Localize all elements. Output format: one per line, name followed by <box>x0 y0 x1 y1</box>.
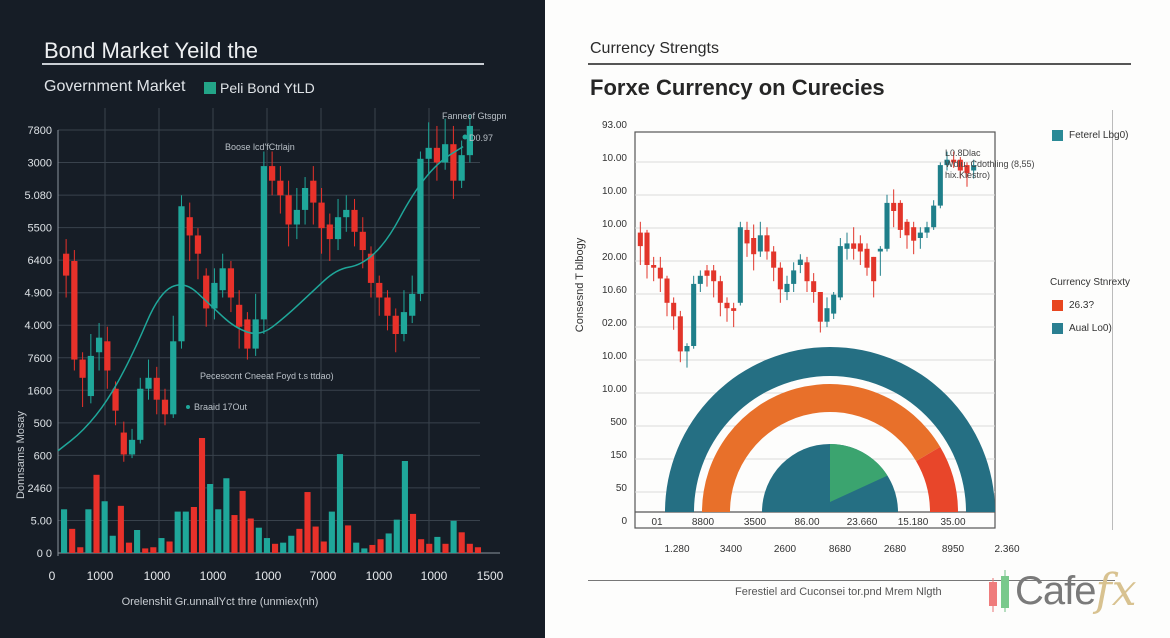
annotation-line-3: hix.Kiestro) <box>945 170 991 180</box>
legend-label: Aual Lo0) <box>1069 323 1112 334</box>
legend-swatch-icon <box>1052 300 1063 311</box>
legend-label: 26.3? <box>1069 300 1095 311</box>
bond-chart-title: Bond Market Yeild the <box>44 38 259 63</box>
annotation-center: Boose lcd'fCtrlajn <box>225 142 295 152</box>
x-tick-label: 23.660 <box>847 517 878 528</box>
annotation-top-right: Fanneof Gtsgpn <box>442 111 507 121</box>
y-tick-label: 3000 <box>28 158 52 170</box>
y-axis-label: Consesnd T blbogy <box>574 237 586 332</box>
currency-chart-subtitle: Currency Strengts <box>590 40 719 57</box>
x-tick-label: 8680 <box>829 544 852 555</box>
footer-divider <box>588 580 1115 581</box>
y-tick-label: 10.00 <box>602 351 627 362</box>
legend-swatch-icon <box>1052 323 1063 334</box>
chart-footer-caption: Ferestiel ard Cuconsei tor.pnd Mrem Nlgt… <box>735 586 942 598</box>
logo-accent: fx <box>1095 565 1137 616</box>
legend-item-1: 26.3? <box>1052 300 1094 311</box>
x-tick-label: 2600 <box>774 544 797 555</box>
y-tick-label: 10.00 <box>602 153 627 164</box>
x-tick-label: 35.00 <box>940 517 965 528</box>
y-tick-label: 5500 <box>28 223 52 235</box>
y-tick-label: 1600 <box>28 385 52 397</box>
legend-item-top: Feterel Lbg0) <box>1052 130 1128 141</box>
currency-chart-panel: Currency Strengts Forxe Currency on Cure… <box>545 0 1170 638</box>
y-tick-label: 500 <box>34 418 52 430</box>
y-tick-label: 500 <box>610 417 627 428</box>
x-tick-label: 1000 <box>255 569 282 583</box>
x-tick-label: 15.180 <box>898 517 929 528</box>
y-tick-label: 5.080 <box>24 190 52 202</box>
y-tick-label: 4.900 <box>24 288 52 300</box>
currency-chart-title: Forxe Currency on Curecies <box>590 75 885 100</box>
y-tick-label: 0 0 <box>37 548 52 560</box>
bond-chart-subtitle: Government Market <box>44 78 186 95</box>
y-tick-label: 10.00 <box>602 384 627 395</box>
bond-chart-panel: Bond Market Yeild the Government Market … <box>0 0 545 638</box>
x-tick-label: 86.00 <box>794 517 819 528</box>
legend-swatch-icon <box>1052 130 1063 141</box>
logo-text: Cafe <box>1015 569 1096 613</box>
y-tick-label: 10.00 <box>602 219 627 230</box>
x-tick-label: 1000 <box>366 569 393 583</box>
title-divider <box>42 63 484 65</box>
annotation-middle: Pecesocnt Cneeat Foyd t.s ttdao) <box>200 371 334 381</box>
y-axis-label: Donnsams Mosay <box>15 410 27 499</box>
y-tick-label: 7800 <box>28 125 52 137</box>
x-tick-label: 1500 <box>477 569 504 583</box>
x-tick-label: 2680 <box>884 544 907 555</box>
y-tick-label: 02.00 <box>602 318 627 329</box>
y-tick-label: 150 <box>610 450 627 461</box>
y-tick-label: 6400 <box>28 255 52 267</box>
title-divider <box>588 63 1131 65</box>
legend-group-title: Currency Stnrexty <box>1050 277 1130 288</box>
x-axis-label: Orelenshit Gr.unnallYct thre (unmiex(nh) <box>122 596 319 608</box>
y-tick-label: 10.60 <box>602 285 627 296</box>
gauge-pie-slice <box>830 444 888 502</box>
x-tick-label: 01 <box>651 517 663 528</box>
x-tick-label: 2.360 <box>994 544 1019 555</box>
legend-divider <box>1112 110 1113 530</box>
y-tick-label: 93.00 <box>602 120 627 131</box>
y-tick-label: 2460 <box>28 483 52 495</box>
candlestick-logo-icon <box>989 570 1009 612</box>
trend-line <box>57 145 464 452</box>
x-tick-label: 1.280 <box>664 544 689 555</box>
y-tick-label: 5.00 <box>31 515 52 527</box>
y-tick-label: 20.00 <box>602 252 627 263</box>
bond-chart-legend: Peli Bond YtLD <box>204 80 315 96</box>
x-tick-label: 1000 <box>87 569 114 583</box>
currency-candlestick-chart: 93.00 10.00 10.00 10.00 20.00 10.60 02.00 10.00… <box>574 120 1020 555</box>
cafefx-logo: Cafe fx <box>985 568 1137 614</box>
legend-label: Peli Bond YtLD <box>220 80 315 96</box>
gauge-middle-ring <box>702 384 941 512</box>
x-tick-label: 0 <box>49 569 56 583</box>
x-tick-label: 1000 <box>200 569 227 583</box>
annotation-line-1: L0.8Dlac <box>945 148 981 158</box>
legend-group-label: Currency Stnrexty <box>1050 277 1131 288</box>
y-tick-label: 0 <box>621 516 627 527</box>
x-tick-label: 7000 <box>310 569 337 583</box>
gauge-middle-red-segment <box>916 446 958 512</box>
y-tick-label: 7600 <box>28 353 52 365</box>
x-tick-label: 3500 <box>744 517 767 528</box>
y-tick-label: 4.000 <box>24 320 52 332</box>
x-tick-label: 8800 <box>692 517 715 528</box>
x-tick-label: 1000 <box>144 569 171 583</box>
legend-swatch-icon <box>204 82 216 94</box>
y-tick-label: 10.00 <box>602 186 627 197</box>
y-tick-label: 50 <box>616 483 628 494</box>
annotation-value: D0.97 <box>469 133 493 143</box>
x-tick-label: 3400 <box>720 544 743 555</box>
y-tick-label: 600 <box>34 450 52 462</box>
x-tick-label: 1000 <box>421 569 448 583</box>
bond-candlestick-chart: 7800 3000 5.080 5500 6400 4.900 4.000 7600 1600 5… <box>15 108 507 608</box>
legend-item-2: Aual Lo0) <box>1052 323 1112 334</box>
annotation-line-2: Wdlu. Cdothling (8,55) <box>945 159 1035 169</box>
legend-label: Feterel Lbg0) <box>1069 130 1129 141</box>
gauge-outer-ring <box>665 347 995 512</box>
x-tick-label: 8950 <box>942 544 965 555</box>
annotation-lower: Braaid 17Out <box>194 402 248 412</box>
